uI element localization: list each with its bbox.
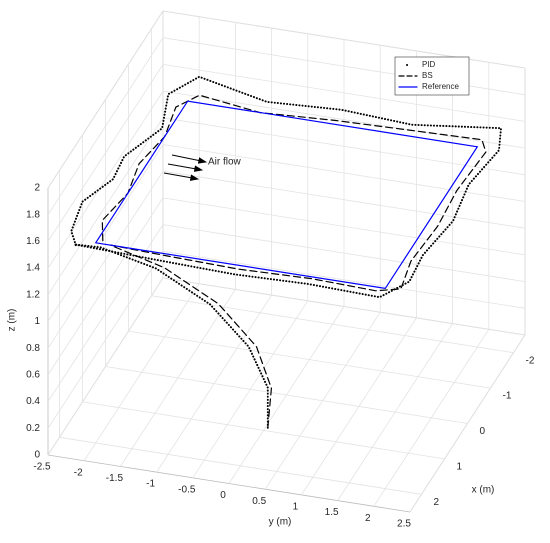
z-tick-label: 1.2 [26, 289, 40, 300]
z-tick-label: 0 [34, 450, 40, 461]
x-tick-label: 0 [480, 426, 486, 437]
z-tick-label: 0.2 [26, 423, 40, 434]
grid-line [47, 64, 164, 242]
series-line [70, 75, 503, 429]
grid-line [409, 334, 526, 513]
grid-line [47, 224, 164, 402]
z-tick-label: 0.4 [26, 396, 40, 407]
z-tick-label: 1.8 [26, 209, 40, 220]
air-flow-arrows [163, 154, 208, 181]
grid-line [337, 323, 453, 501]
grid-line [301, 317, 417, 496]
annotation: Air flow [208, 157, 242, 168]
grid-line [47, 197, 164, 376]
z-tick-label: 1.4 [26, 263, 40, 274]
z-tick-label: 2 [34, 183, 40, 194]
z-tick-label: 1.6 [26, 236, 40, 247]
grid-line [373, 329, 490, 507]
z-tick-label: 0.8 [26, 343, 40, 354]
y-tick-label: 2 [365, 513, 371, 524]
y-tick-label: 0.5 [252, 496, 266, 507]
legend-label: PID [422, 60, 436, 69]
grid-line [162, 197, 526, 256]
grid-line [47, 10, 164, 189]
x-tick-label: -2 [526, 355, 535, 366]
grid-line [162, 170, 526, 229]
grid-line [156, 294, 272, 473]
series-line [101, 94, 487, 429]
grid-line [47, 90, 164, 269]
x-tick-label: -1 [503, 391, 512, 402]
grid-line [228, 306, 345, 484]
grid-line [162, 224, 526, 282]
y-axis-label: y (m) [269, 517, 292, 528]
y-tick-label: -0.5 [178, 484, 196, 495]
grid-line [47, 144, 164, 322]
z-tick-label: 0.6 [26, 370, 40, 381]
grid-line [162, 144, 526, 202]
legend-label: Reference [422, 82, 459, 91]
grid-line [192, 300, 309, 479]
y-tick-label: 1.5 [325, 507, 339, 518]
grid-line [47, 251, 164, 429]
grid-line [83, 283, 200, 461]
y-tick-label: 1 [293, 502, 299, 513]
y-tick-label: 0 [220, 490, 226, 501]
grid-line [47, 37, 164, 215]
y-tick-label: -1.5 [106, 473, 124, 484]
grid-line [120, 289, 236, 467]
grid-line [264, 311, 381, 490]
y-tick-label: -2.5 [33, 462, 51, 473]
y-tick-label: -2 [74, 467, 83, 478]
x-axis-label: x (m) [472, 485, 495, 496]
grid-line [162, 250, 526, 309]
grid-line [47, 117, 164, 296]
x-tick-label: 2 [434, 497, 440, 508]
legend-label: BS [422, 71, 433, 80]
z-axis-label: z (m) [7, 309, 18, 332]
y-tick-label: 2.5 [397, 519, 411, 530]
grid [47, 10, 526, 513]
x-tick-label: 1 [457, 462, 463, 473]
grid-line [47, 170, 164, 349]
grid-line [47, 277, 164, 456]
series-line [95, 100, 479, 290]
grid-line [162, 277, 526, 336]
grid-line [162, 64, 526, 122]
y-tick-label: -1 [146, 479, 155, 490]
z-tick-label: 1 [34, 316, 40, 327]
grid-line [162, 90, 526, 149]
